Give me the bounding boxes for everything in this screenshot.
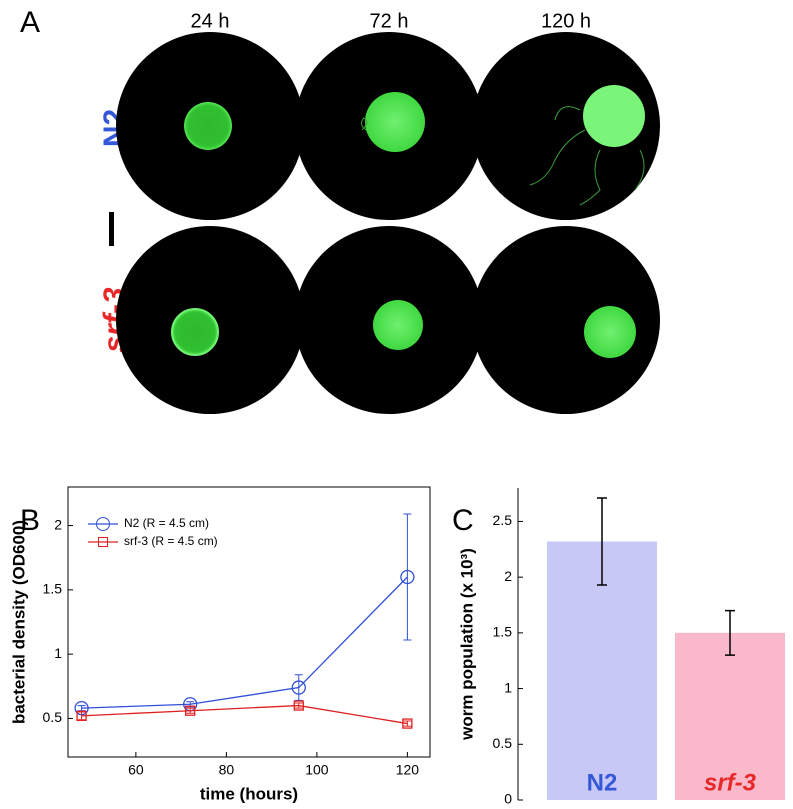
bacteria-lawn [584,306,636,358]
worm-track [360,117,368,131]
panel-label: B [20,504,40,537]
legend-label: N2 (R = 4.5 cm) [124,516,209,530]
legend-marker [98,537,108,547]
x-tick-label: 100 [305,762,329,778]
bacteria-lawn [583,85,645,147]
marker [293,700,304,711]
y-axis-label: bacterial density (OD600) [9,520,28,724]
scale-bar [109,212,114,246]
legend-label: srf-3 (R = 4.5 cm) [124,534,218,548]
marker [400,569,415,585]
series-line [81,704,408,725]
y-tick-label: 1.5 [43,581,63,597]
bacteria-lawn [365,92,425,152]
y-tick-label: 1 [54,645,62,661]
worm-track [529,106,645,206]
y-axis-label: worm population (x 10³) [457,548,476,741]
legend-marker [96,517,110,531]
y-tick-label: 0 [504,791,512,807]
x-tick-label: 80 [219,762,235,778]
marker [402,718,413,729]
bacteria-lawn [171,308,219,356]
series-line [81,576,408,709]
y-tick-label: 1 [504,679,512,695]
column-title: 120 h [541,10,591,32]
error-bar [403,720,412,727]
y-tick-label: 1.5 [493,624,513,640]
category-label: srf-3 [704,769,757,796]
marker [291,680,306,695]
plot-frame [67,486,431,758]
error-bar [294,702,303,709]
error-bar [725,609,735,656]
plates [116,32,660,414]
bacteria-lawn [373,300,423,350]
x-tick-label: 120 [396,762,420,778]
bar [675,632,785,800]
column-title: 72 h [370,10,409,32]
y-tick-label: 2 [54,516,62,532]
error-bar [597,497,607,586]
column-title: 24 h [191,10,230,32]
panel-label: A [20,6,40,39]
category-label: N2 [587,769,618,796]
error-bar [186,707,195,714]
x-tick-label: 60 [128,762,144,778]
plate [472,32,660,220]
y-tick-label: 2.5 [493,512,513,528]
bacteria-lawn [184,102,232,150]
x-axis-label: time (hours) [200,784,298,803]
marker [185,705,196,716]
y-tick-label: 2 [504,568,512,584]
plate [472,226,660,414]
error-bar [403,513,412,641]
y-tick-label: 0.5 [43,709,63,725]
marker [76,710,87,722]
y-tick-label: 0.5 [493,735,513,751]
panel-label: C [452,504,474,537]
